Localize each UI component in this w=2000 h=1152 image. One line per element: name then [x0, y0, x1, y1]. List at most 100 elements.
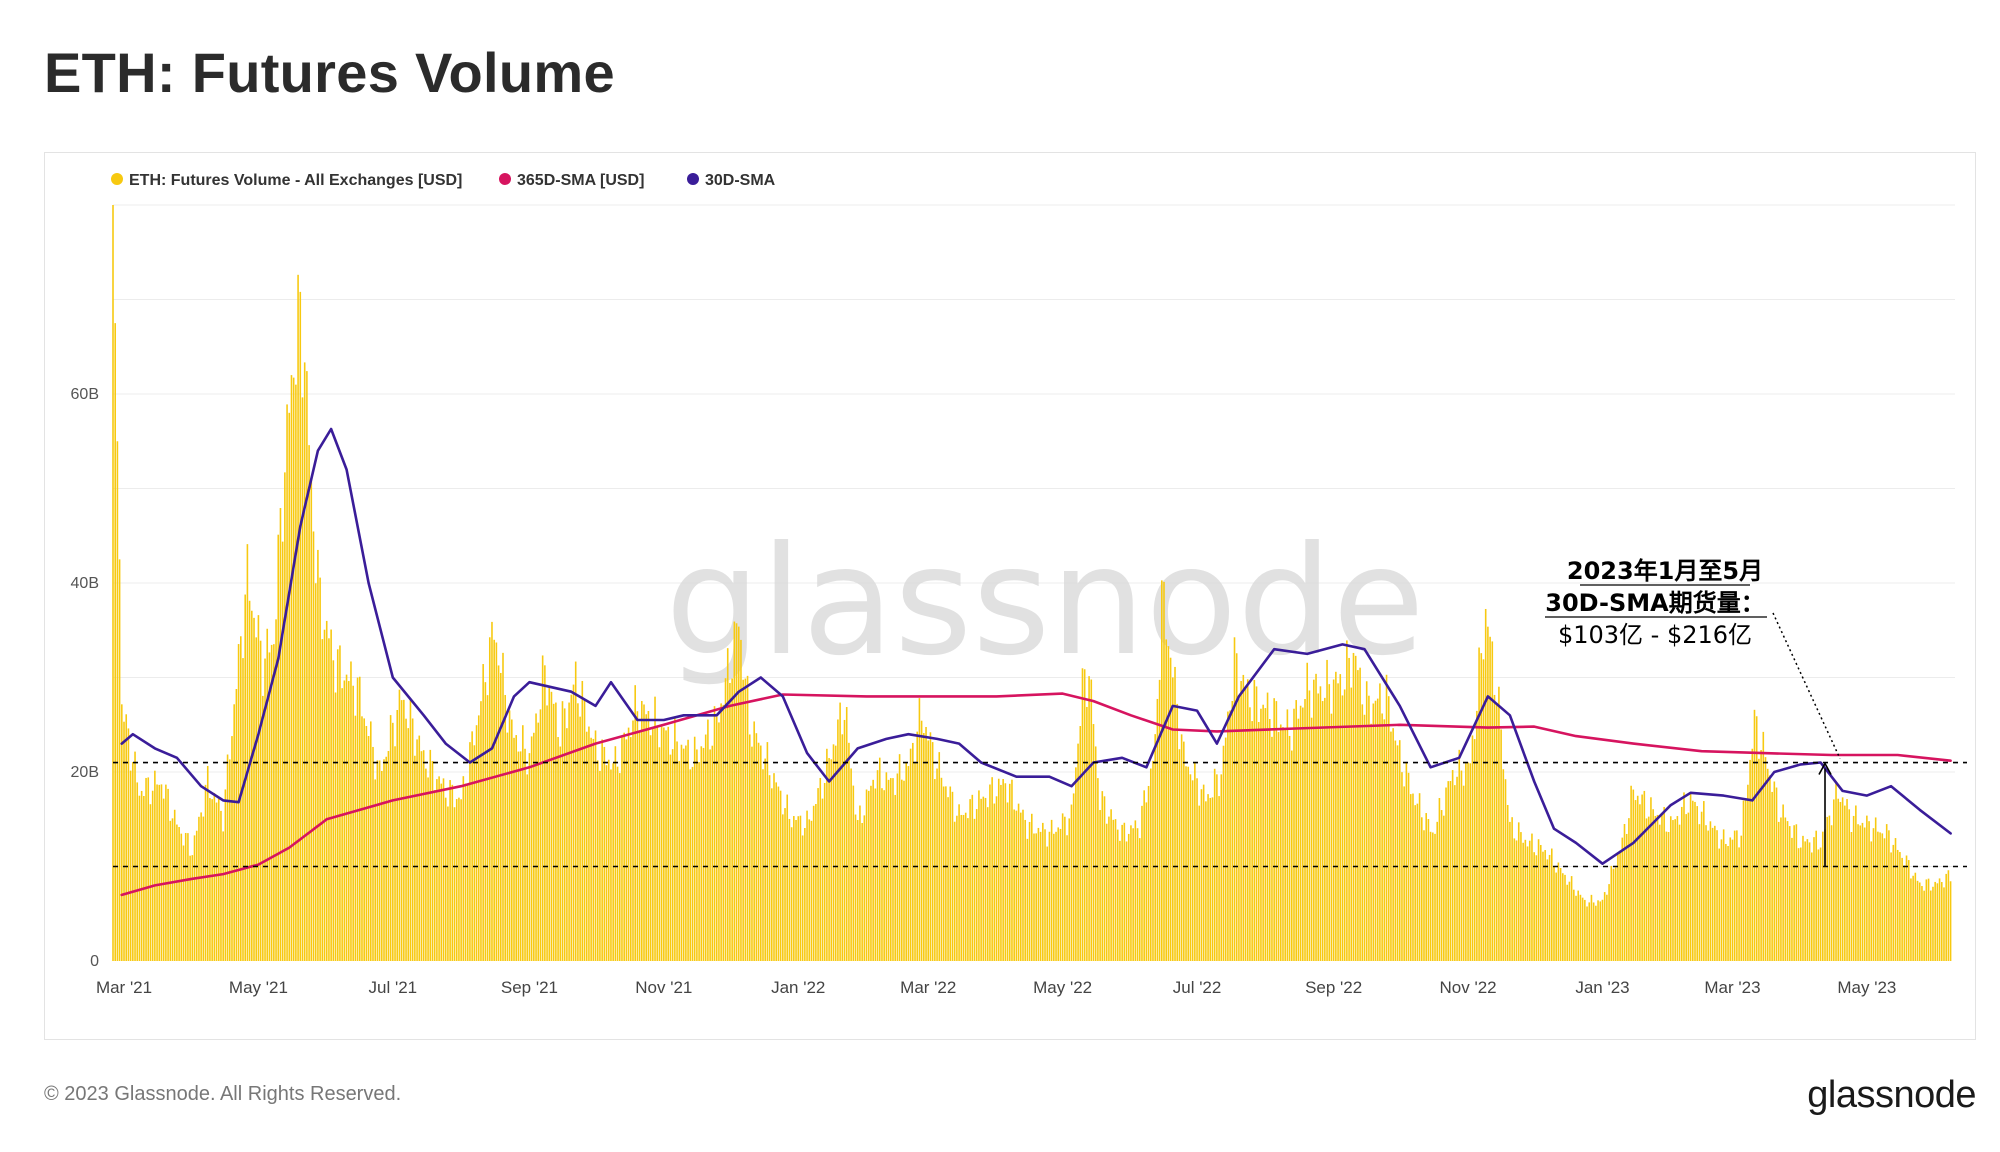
volume-bar	[973, 818, 976, 961]
volume-bar	[1172, 677, 1174, 961]
volume-bar	[1330, 713, 1333, 961]
volume-bar	[845, 707, 848, 961]
volume-bar	[392, 722, 394, 961]
volume-bar	[1568, 881, 1571, 961]
volume-bar	[1777, 821, 1780, 961]
volume-bar	[1039, 831, 1042, 961]
volume-bar	[1238, 698, 1240, 961]
volume-bar	[711, 745, 714, 961]
volume-bar	[1092, 724, 1095, 961]
volume-bar	[715, 716, 718, 961]
volume-bar	[1760, 750, 1762, 961]
volume-bar	[826, 748, 828, 961]
volume-bar	[312, 531, 315, 961]
volume-bar	[1136, 828, 1139, 961]
volume-bar	[1663, 806, 1665, 961]
volume-bar	[1579, 894, 1582, 961]
volume-bar	[753, 721, 755, 961]
volume-bar	[394, 746, 396, 961]
volume-bar	[1286, 709, 1289, 961]
glassnode-logo[interactable]: glassnode	[1807, 1074, 1976, 1116]
volume-bar	[1374, 700, 1377, 961]
volume-bar	[645, 714, 648, 961]
volume-bar	[1440, 810, 1443, 961]
volume-bar	[273, 644, 275, 961]
volume-bar	[1432, 832, 1434, 961]
volume-bar	[817, 788, 819, 961]
volume-bar	[180, 833, 183, 961]
volume-bar	[433, 790, 436, 961]
volume-bar	[1484, 608, 1487, 961]
volume-bar	[407, 728, 410, 961]
volume-bar	[1557, 862, 1560, 961]
volume-bar	[1782, 804, 1784, 961]
volume-bar	[1313, 679, 1315, 961]
volume-bar	[425, 768, 427, 961]
volume-bar	[718, 722, 720, 961]
volume-bar	[1764, 757, 1767, 961]
volume-bar	[1068, 818, 1071, 961]
volume-bars	[112, 205, 1952, 962]
volume-bar	[967, 818, 969, 961]
volume-bar	[151, 790, 154, 961]
volume-bar	[1035, 833, 1037, 961]
volume-bar	[284, 472, 286, 961]
legend-dot	[111, 173, 123, 185]
volume-bar	[1866, 815, 1868, 961]
volume-bar	[740, 639, 742, 961]
volume-bar	[1008, 783, 1011, 961]
volume-bar	[1240, 681, 1242, 961]
volume-bar	[799, 815, 802, 961]
volume-bar	[1918, 882, 1921, 961]
volume-bar	[1357, 670, 1359, 961]
volume-bar	[339, 645, 341, 961]
volume-bar	[1337, 683, 1339, 961]
volume-bar	[343, 680, 346, 961]
volume-bar	[462, 776, 465, 961]
volume-bar	[1575, 895, 1577, 961]
volume-bar	[1595, 905, 1597, 961]
volume-bar	[173, 809, 176, 961]
volume-bar	[1678, 824, 1681, 961]
volume-bar	[583, 700, 586, 961]
volume-bar	[1694, 801, 1696, 961]
volume-bar	[1870, 841, 1873, 961]
volume-bar	[870, 785, 872, 961]
volume-bar	[1202, 784, 1205, 961]
volume-bar	[1599, 901, 1602, 961]
volume-bar	[1368, 695, 1370, 961]
volume-bar	[1127, 833, 1130, 961]
volume-bar	[1535, 855, 1538, 961]
volume-bar	[579, 716, 581, 961]
volume-bar	[213, 792, 216, 961]
volume-bar	[735, 623, 738, 961]
volume-bar	[147, 777, 150, 961]
volume-bar	[1180, 734, 1183, 961]
volume-bar	[1392, 728, 1394, 961]
volume-bar	[1154, 734, 1156, 961]
volume-bar	[1423, 830, 1425, 961]
volume-bar	[1740, 835, 1743, 961]
volume-bar	[1279, 724, 1282, 961]
volume-bar	[409, 698, 412, 961]
volume-bar	[334, 692, 337, 961]
volume-bar	[819, 777, 822, 961]
volume-bar	[878, 757, 881, 961]
volume-bar	[1806, 839, 1809, 961]
volume-bar	[1075, 767, 1077, 961]
volume-bar	[1209, 797, 1212, 961]
sma30-line	[120, 427, 1952, 865]
volume-bar	[1405, 761, 1408, 961]
volume-bar	[1350, 687, 1353, 961]
volume-bar	[374, 779, 376, 961]
volume-bar	[1297, 718, 1300, 961]
volume-bar	[398, 689, 401, 961]
volume-bar	[658, 747, 661, 961]
volume-bar	[378, 760, 381, 961]
volume-bar	[389, 715, 392, 961]
volume-bar	[1729, 837, 1732, 961]
volume-bar	[195, 830, 198, 961]
volume-bar	[1275, 701, 1278, 961]
volume-bar	[874, 788, 877, 961]
volume-bar	[524, 748, 526, 961]
